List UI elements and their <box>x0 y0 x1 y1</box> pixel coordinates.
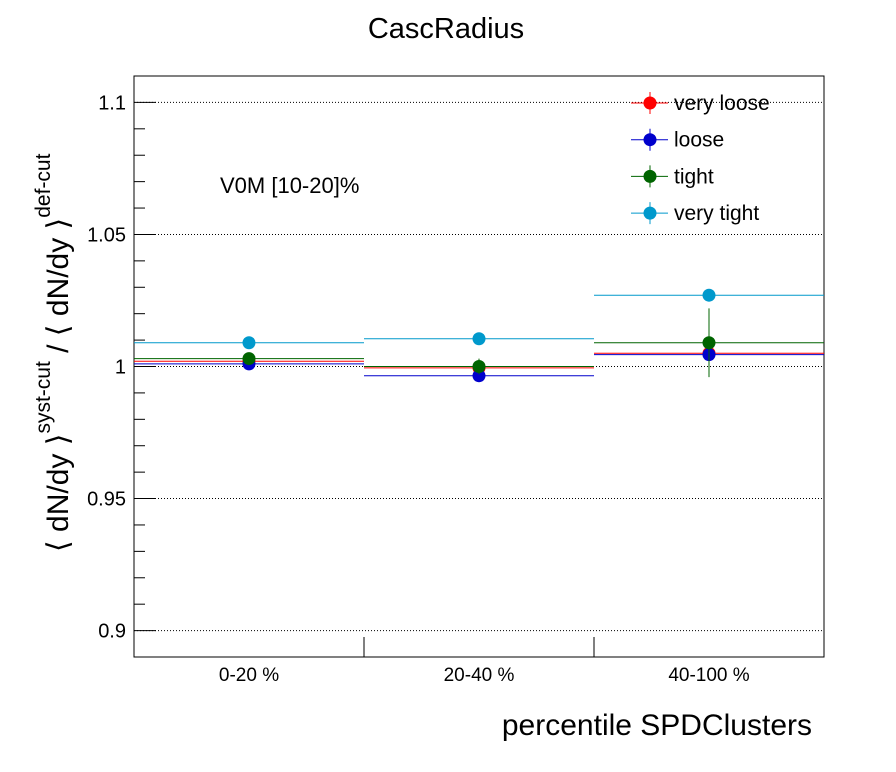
y-tick-label: 0.9 <box>98 621 126 643</box>
x-category-label: 20-40 % <box>444 665 515 686</box>
legend-entry: loose <box>631 128 724 152</box>
y-axis-title-main: ⟨ dN/dy ⟩ <box>42 434 75 552</box>
legend: very loose loose tight very tight <box>631 92 770 225</box>
data-point <box>702 336 716 350</box>
legend-label: very tight <box>674 202 759 225</box>
data-point <box>242 352 256 366</box>
y-tick-label: 0.95 <box>87 489 126 511</box>
legend-label: very loose <box>674 92 770 115</box>
data-point <box>242 336 256 350</box>
legend-marker <box>643 206 657 220</box>
x-category-label: 0-20 % <box>219 665 279 686</box>
legend-marker <box>643 96 657 110</box>
legend-entry: very loose <box>631 92 770 115</box>
series-group <box>134 288 824 383</box>
data-point <box>472 332 486 346</box>
legend-marker <box>643 169 657 183</box>
y-axis-title: ⟨ dN/dy ⟩syst-cut / ⟨ dN/dy ⟩def-cut <box>32 153 75 552</box>
legend-entry: tight <box>631 165 714 188</box>
y-tick-label: 1.05 <box>87 224 126 246</box>
y-axis-title-sup2: def-cut <box>32 153 55 217</box>
chart-title: CascRadius <box>368 13 524 45</box>
y-axis: 0.9 0.95 1 1.05 1.1 <box>87 75 156 658</box>
x-category-label: 40-100 % <box>668 665 749 686</box>
legend-marker <box>643 133 657 147</box>
y-tick-label: 1 <box>115 357 126 379</box>
y-axis-title-sup1: syst-cut <box>32 361 55 434</box>
data-point <box>702 288 716 302</box>
x-axis-title: percentile SPDClusters <box>502 709 812 742</box>
y-axis-title-sep: / ⟨ dN/dy ⟩ <box>42 218 75 361</box>
y-tick-label: 1.1 <box>98 92 126 114</box>
data-point <box>472 360 486 373</box>
legend-label: loose <box>674 129 724 152</box>
centrality-annotation: V0M [10-20]% <box>220 173 359 198</box>
legend-entry: very tight <box>631 202 759 225</box>
legend-label: tight <box>674 165 714 188</box>
data-point <box>472 369 486 383</box>
series-tight <box>134 308 824 378</box>
series-very-tight <box>134 288 824 350</box>
x-axis: 0-20 % 20-40 % 40-100 % <box>219 637 750 686</box>
